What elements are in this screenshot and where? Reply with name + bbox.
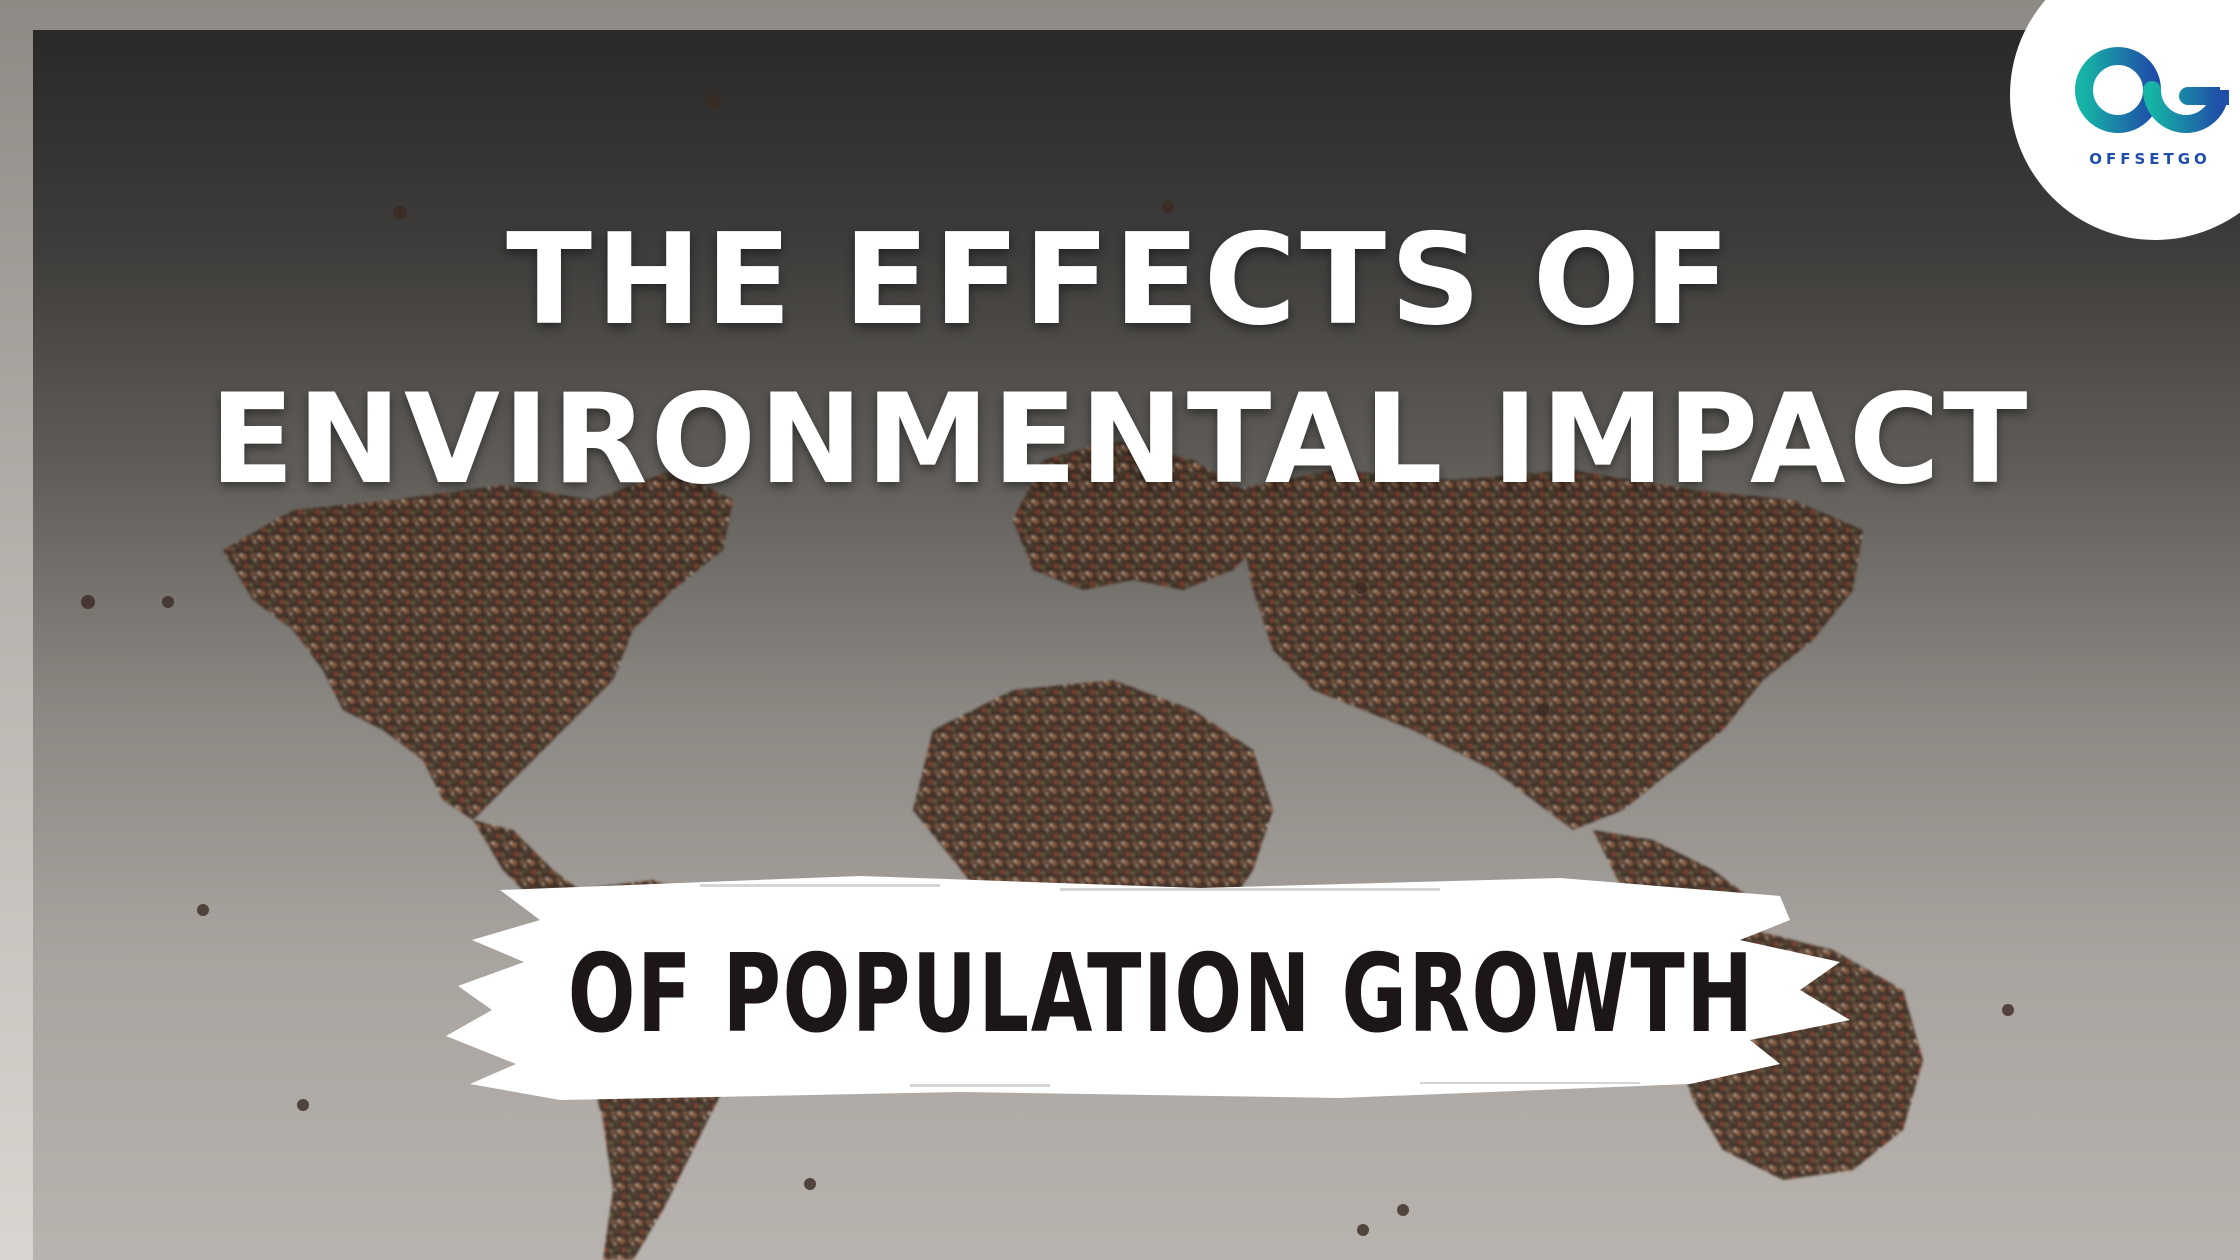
brand-name: OFFSETGO <box>2089 150 2211 168</box>
scattered-people <box>81 95 2014 1236</box>
headline-line-1: THE EFFECTS OF <box>506 206 1734 353</box>
north-america-shape <box>223 470 733 820</box>
subheadline-text: OF POPULATION GROWTH <box>567 932 1755 1057</box>
white-brush-stroke-banner <box>446 876 1850 1100</box>
europe-shape <box>1013 440 1273 590</box>
asia-shape <box>1233 470 1863 830</box>
og-monogram-icon <box>2075 47 2229 133</box>
headline-line-2: ENVIRONMENTAL IMPACT <box>209 368 2031 512</box>
